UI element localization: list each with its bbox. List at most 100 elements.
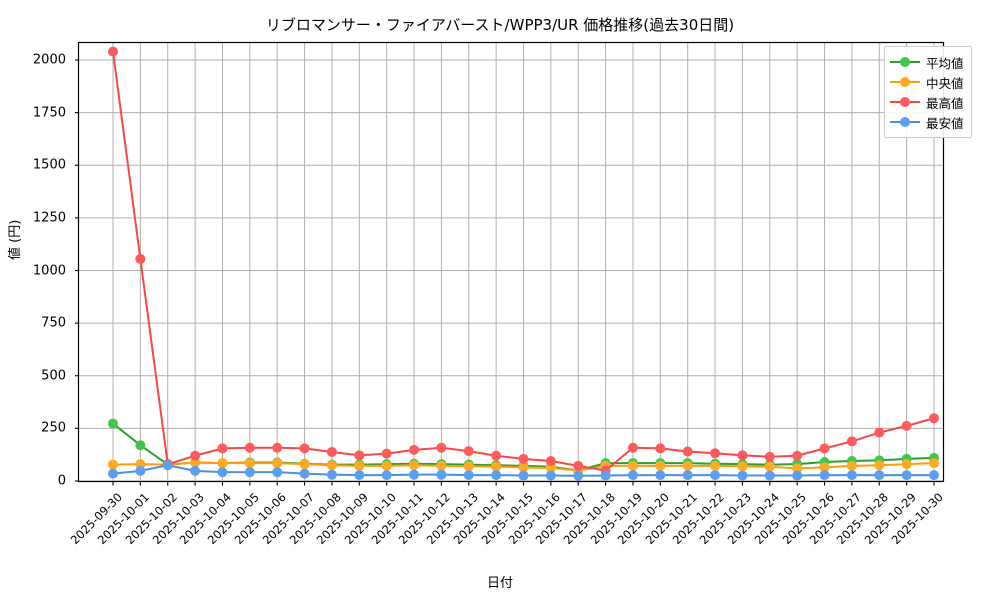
data-point	[162, 460, 173, 471]
data-point	[518, 462, 529, 473]
legend-label-2: 最高値	[926, 95, 964, 111]
data-point	[627, 442, 638, 453]
data-point	[710, 460, 721, 471]
data-point	[135, 440, 146, 451]
data-point	[491, 461, 502, 472]
data-point	[901, 470, 912, 481]
data-point	[272, 467, 283, 478]
y-tick-marks	[75, 59, 79, 482]
x-tick-marks	[112, 481, 935, 486]
data-point	[436, 469, 447, 480]
data-point	[299, 443, 310, 454]
data-point	[710, 470, 721, 481]
y-tick-label: 500	[41, 368, 66, 384]
data-point	[764, 451, 775, 462]
data-point	[846, 460, 857, 471]
chart-legend[interactable]: 平均値 中央値 最高値 最安値	[884, 46, 972, 138]
data-point	[463, 470, 474, 481]
data-point	[135, 465, 146, 476]
data-point	[491, 470, 502, 481]
data-point	[764, 470, 775, 481]
data-point	[545, 462, 556, 473]
data-point	[682, 470, 693, 481]
data-point	[764, 461, 775, 472]
data-point	[108, 418, 118, 429]
series-2	[108, 46, 939, 476]
y-tick-label: 250	[41, 420, 66, 436]
data-point	[244, 442, 255, 453]
data-point	[737, 450, 748, 461]
data-point	[929, 413, 939, 424]
legend-marker-icon-1	[890, 75, 920, 89]
data-point	[326, 469, 337, 480]
data-point	[518, 453, 529, 464]
legend-label-1: 中央値	[926, 75, 964, 91]
legend-marker-icon-0	[890, 55, 920, 69]
data-point	[354, 450, 365, 461]
data-point	[518, 470, 529, 481]
data-point	[846, 436, 857, 447]
data-point	[436, 442, 447, 453]
data-point	[244, 458, 255, 469]
data-point	[819, 470, 830, 481]
legend-marker-icon-2	[890, 95, 920, 109]
data-point	[710, 448, 721, 459]
data-point	[874, 460, 885, 471]
data-point	[792, 470, 803, 481]
data-point	[491, 450, 502, 461]
data-point	[545, 470, 556, 481]
y-tick-label: 2000	[32, 52, 66, 68]
data-point	[655, 460, 666, 471]
y-tick-label: 1000	[32, 263, 66, 278]
data-point	[326, 446, 337, 457]
data-point	[381, 460, 392, 471]
data-point	[190, 450, 201, 461]
data-point	[463, 446, 474, 457]
data-point	[627, 460, 638, 471]
x-gridlines	[112, 42, 935, 482]
data-point	[819, 443, 830, 454]
data-point	[190, 465, 201, 476]
plot-border	[77, 41, 945, 483]
data-point	[326, 460, 337, 471]
legend-marker-icon-3	[890, 115, 920, 129]
y-tick-label: 0	[57, 473, 66, 489]
data-point	[600, 470, 611, 481]
data-point	[627, 470, 638, 481]
data-point	[409, 444, 420, 455]
data-point	[682, 460, 693, 471]
legend-item-3[interactable]: 最安値	[890, 112, 964, 132]
data-point	[409, 469, 420, 480]
x-axis-label: 日付	[486, 576, 513, 591]
data-point	[217, 458, 228, 469]
data-point	[217, 467, 228, 478]
data-point	[354, 470, 365, 481]
gridlines	[79, 59, 943, 482]
data-point	[874, 427, 885, 438]
y-tick-label: 1750	[32, 105, 66, 121]
data-point	[108, 468, 118, 479]
data-point	[272, 442, 283, 453]
data-point	[846, 470, 857, 481]
data-point	[299, 468, 310, 479]
data-point	[737, 470, 748, 481]
legend-item-1[interactable]: 中央値	[890, 72, 964, 92]
data-point	[655, 470, 666, 481]
data-point	[272, 458, 283, 469]
data-point	[108, 459, 118, 470]
data-point	[409, 460, 420, 471]
data-point	[792, 463, 803, 474]
y-tick-label: 750	[41, 315, 66, 331]
data-point	[108, 46, 118, 57]
data-point	[244, 467, 255, 478]
legend-item-2[interactable]: 最高値	[890, 92, 964, 112]
data-point	[217, 443, 228, 454]
legend-label-0: 平均値	[926, 55, 964, 71]
data-point	[737, 461, 748, 472]
data-point	[573, 470, 584, 481]
data-point	[819, 462, 830, 473]
legend-item-0[interactable]: 平均値	[890, 52, 964, 72]
data-point	[463, 461, 474, 472]
